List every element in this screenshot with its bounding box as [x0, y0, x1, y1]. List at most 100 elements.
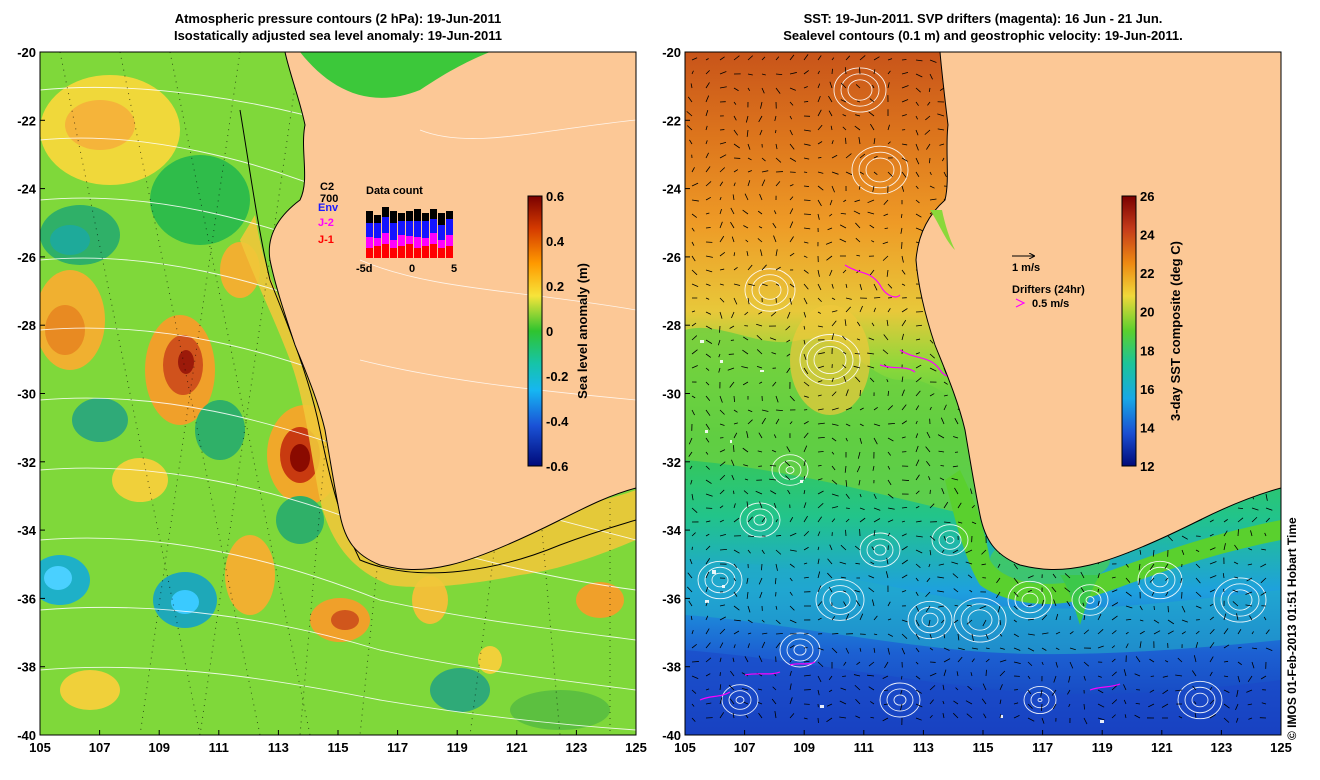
data-count-segment [398, 246, 405, 258]
velocity-vector [901, 85, 909, 89]
velocity-vector [915, 459, 920, 467]
velocity-vector [855, 562, 861, 565]
velocity-vector [840, 544, 847, 551]
velocity-vector [953, 436, 959, 439]
velocity-vector [943, 521, 951, 524]
velocity-vector [843, 601, 847, 607]
velocity-vector [867, 211, 875, 215]
velocity-vector [845, 283, 848, 288]
velocity-vector [1209, 642, 1215, 649]
velocity-vector [957, 521, 963, 524]
velocity-vector [817, 647, 824, 651]
velocity-vector [856, 661, 861, 666]
velocity-vector [869, 224, 875, 229]
velocity-vector [901, 308, 908, 313]
velocity-vector [774, 115, 777, 122]
velocity-vector [887, 308, 891, 313]
velocity-vector [775, 266, 781, 271]
velocity-vector [943, 171, 947, 178]
data-count-segment [374, 246, 381, 258]
velocity-vector [729, 698, 735, 705]
velocity-vector [873, 138, 876, 145]
velocity-vector [759, 381, 763, 384]
velocity-vector [999, 659, 1007, 663]
velocity-vector [1237, 661, 1242, 666]
velocity-vector [855, 715, 861, 719]
velocity-vector [845, 647, 850, 654]
velocity-vector [789, 129, 793, 136]
velocity-vector [691, 630, 694, 635]
velocity-vector [845, 55, 851, 61]
left-lon-tick: 113 [268, 740, 289, 755]
velocity-vector [926, 143, 931, 150]
velocity-vector [929, 699, 934, 705]
velocity-vector [733, 395, 736, 403]
velocity-vector [741, 672, 749, 677]
velocity-vector [803, 227, 811, 230]
velocity-vector [1013, 714, 1020, 719]
data-count-segment [374, 223, 381, 238]
velocity-vector [843, 661, 847, 666]
velocity-vector [1153, 619, 1160, 624]
velocity-vector [943, 535, 947, 541]
velocity-vector [981, 549, 987, 555]
velocity-vector [731, 474, 735, 481]
velocity-vector [1237, 517, 1244, 523]
velocity-vector [1135, 703, 1141, 705]
velocity-vector [731, 311, 735, 319]
velocity-vector [705, 479, 712, 484]
velocity-vector [705, 125, 708, 131]
velocity-vector [926, 461, 931, 467]
velocity-vector [1139, 630, 1145, 635]
velocity-vector [1209, 656, 1214, 663]
velocity-vector [1064, 587, 1071, 593]
velocity-vector [1232, 589, 1239, 593]
velocity-vector [929, 647, 934, 651]
sealevel-contour [967, 609, 993, 631]
data-count-segment [374, 215, 381, 223]
velocity-vector [1209, 533, 1214, 537]
sealevel-contour [778, 460, 802, 480]
right-lon-tick: 109 [793, 740, 815, 755]
velocity-vector [774, 711, 777, 719]
velocity-vector [789, 236, 794, 243]
sealevel-contour [945, 536, 955, 544]
velocity-vector [971, 505, 975, 509]
velocity-vector [1135, 656, 1141, 663]
velocity-vector [868, 575, 875, 579]
velocity-vector [719, 489, 725, 495]
velocity-vector [859, 647, 862, 652]
velocity-vector [719, 628, 726, 635]
velocity-vector [747, 297, 750, 305]
velocity-vector [1223, 675, 1229, 678]
legend-700: 700 [320, 193, 338, 205]
data-count-segment [430, 244, 437, 258]
velocity-vector [761, 632, 768, 635]
velocity-vector [915, 563, 921, 569]
velocity-vector [705, 451, 709, 455]
velocity-vector [1064, 573, 1071, 579]
velocity-vector [1263, 616, 1267, 621]
velocity-vector [957, 633, 960, 641]
sealevel-contour [806, 340, 854, 381]
velocity-vector [705, 381, 710, 386]
velocity-vector [915, 364, 922, 369]
velocity-vector [915, 591, 919, 597]
velocity-vector [887, 647, 890, 655]
velocity-vector [705, 558, 711, 565]
velocity-vector [817, 283, 822, 291]
velocity-vector [691, 310, 696, 313]
velocity-vector [733, 297, 738, 305]
velocity-vector [705, 196, 712, 201]
velocity-vector [770, 311, 777, 317]
data-count-segment [438, 240, 445, 248]
velocity-vector [817, 490, 824, 495]
velocity-vector [817, 380, 823, 383]
velocity-vector [1236, 689, 1239, 697]
velocity-vector [1245, 591, 1253, 595]
velocity-vector [1013, 563, 1019, 570]
sst-colorbar-tick: 26 [1140, 189, 1154, 204]
velocity-vector [883, 213, 889, 217]
data-count-segment [422, 213, 429, 221]
